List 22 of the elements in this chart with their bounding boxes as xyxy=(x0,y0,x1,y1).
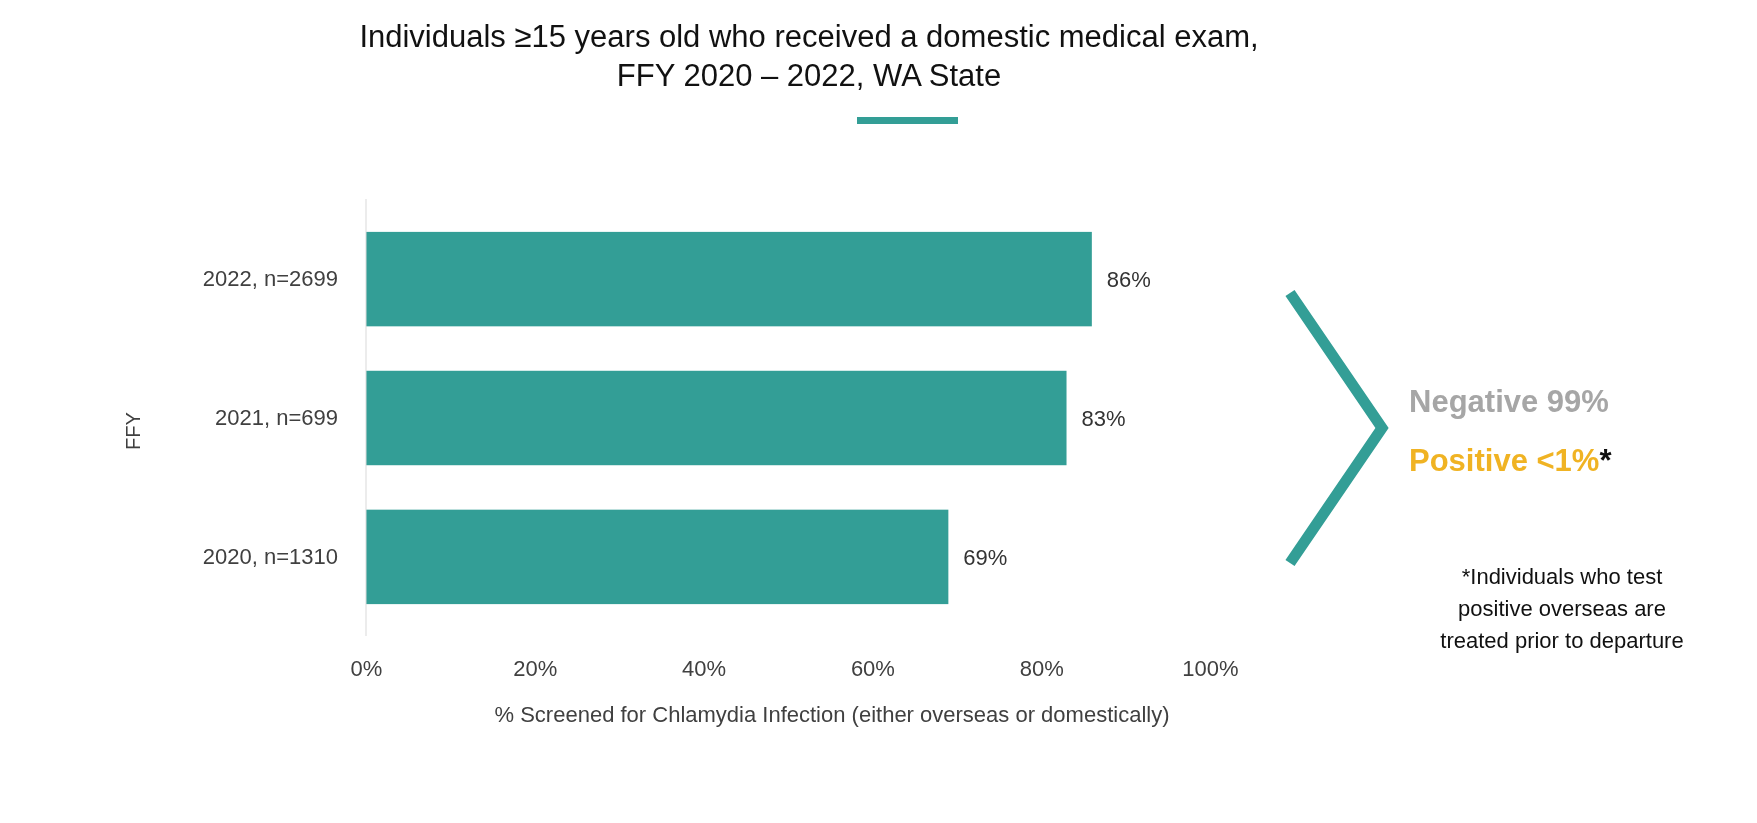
text: Negative 99% xyxy=(1409,384,1609,419)
bar xyxy=(366,370,1067,466)
y-tick-label: 2020, n=1310 xyxy=(202,543,338,569)
bar xyxy=(366,231,1092,327)
text: *Individuals who test positive overseas are treated prior to departure xyxy=(1440,564,1684,653)
text: Positive <1%* xyxy=(1409,443,1613,478)
y-tick-label: 2022, n=2699 xyxy=(202,266,338,292)
x-tick-label: 80% xyxy=(1019,655,1064,681)
y-tick-label: 2021, n=699 xyxy=(215,405,338,431)
chart-subtitle: FFY 2020 – 2022, WA State xyxy=(616,58,1002,93)
data-label: 86% xyxy=(1106,267,1151,293)
x-tick-label: 20% xyxy=(513,655,558,681)
data-label: 83% xyxy=(1081,406,1126,431)
y-axis-title: FFY xyxy=(122,412,144,450)
x-tick-label: 100% xyxy=(1182,655,1239,681)
bar xyxy=(366,509,949,605)
chart-title: Individuals ≥15 years old who received a domestic medical exam, xyxy=(359,19,1259,54)
x-tick-label: 40% xyxy=(682,655,727,681)
x-tick-label: 60% xyxy=(850,655,895,681)
data-label: 69% xyxy=(963,544,1008,570)
x-tick-label: 0% xyxy=(350,655,383,681)
x-axis-title: % Screened for Chlamydia Infection (either overseas or domestically) xyxy=(494,702,1170,727)
